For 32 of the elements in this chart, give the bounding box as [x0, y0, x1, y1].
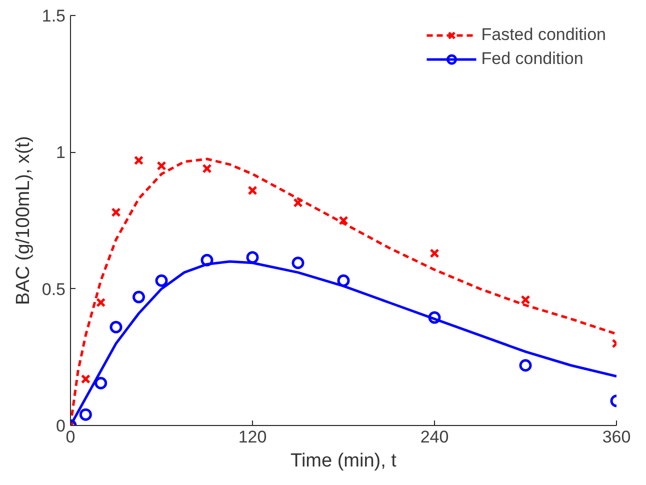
point [520, 294, 530, 305]
point [156, 161, 166, 171]
point [94, 376, 108, 390]
point [246, 251, 259, 264]
point [428, 311, 441, 324]
point [337, 274, 350, 287]
point [96, 298, 106, 308]
point [155, 274, 168, 287]
y-tick-label: 1 [56, 143, 66, 162]
point [292, 256, 304, 270]
point [248, 186, 258, 196]
legend-label: Fed condition [481, 49, 584, 69]
point [430, 248, 440, 258]
y-tick-label: 1.5 [42, 6, 66, 26]
y-tick-label: 0.5 [42, 280, 66, 299]
point [110, 320, 122, 334]
x-tick-label: 240 [420, 428, 449, 446]
legend-label: Fasted condition [481, 25, 606, 45]
point [80, 374, 90, 384]
x-axis-title: Time (min), t [290, 450, 398, 472]
point [134, 156, 144, 166]
point [202, 164, 212, 174]
point [519, 359, 532, 372]
point [200, 254, 214, 266]
y-axis-title: BAC (g/100mL), x(t) [12, 136, 34, 305]
point [132, 290, 145, 304]
point [293, 198, 303, 208]
x-tick-label: 120 [238, 428, 267, 446]
point [338, 216, 348, 226]
x-tick-label: 360 [602, 428, 631, 446]
point [111, 208, 121, 218]
point [79, 408, 92, 421]
